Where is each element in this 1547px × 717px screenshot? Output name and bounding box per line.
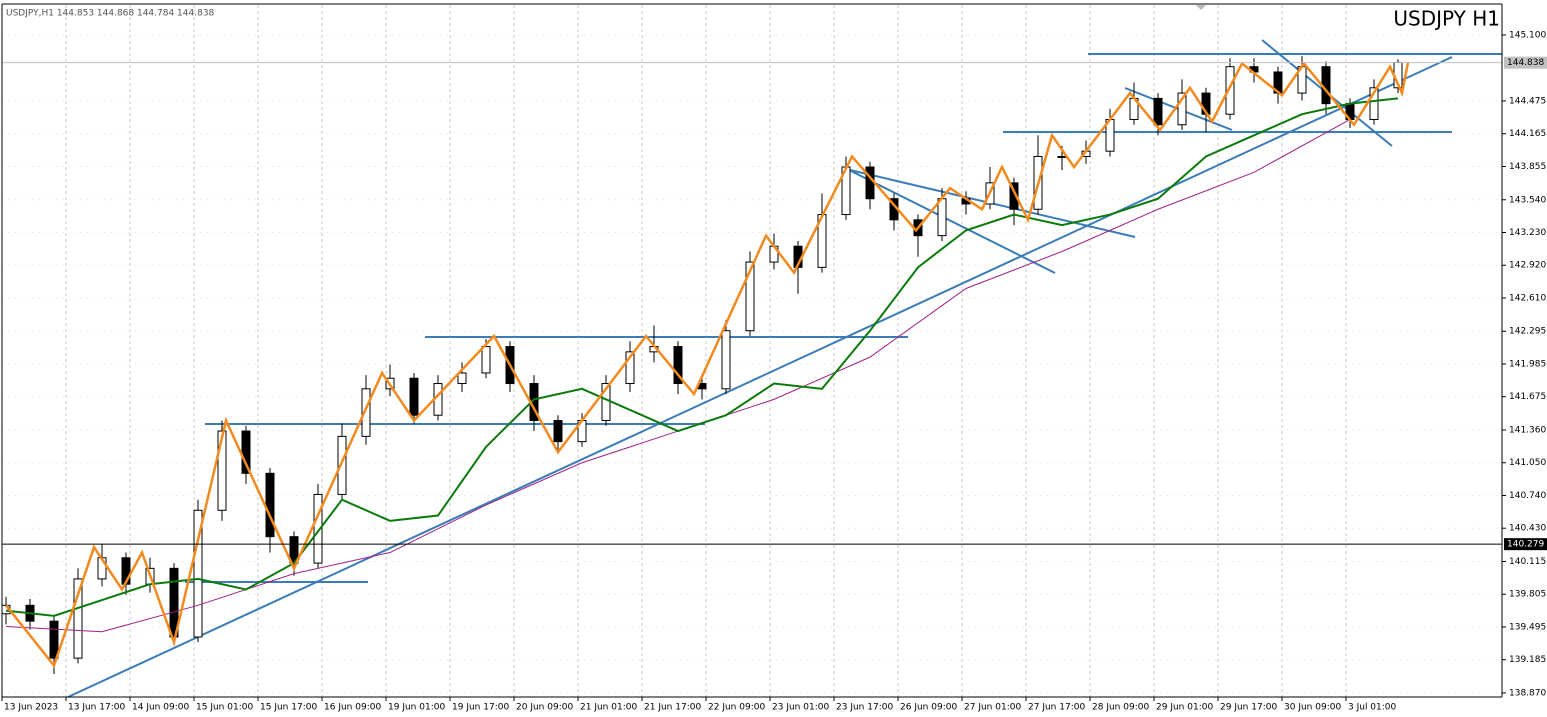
plot: [1, 56, 1502, 674]
candle-body: [73, 578, 83, 659]
y-tick-label: 141.050: [1509, 458, 1546, 468]
y-tick-label: 144.475: [1509, 97, 1546, 107]
candle-body: [721, 330, 731, 390]
shift-marker: [1196, 5, 1206, 10]
candle-body: [49, 620, 59, 659]
candle-body: [1369, 87, 1379, 120]
y-tick-label: 139.805: [1509, 590, 1546, 600]
candle-body: [217, 430, 227, 511]
candle-body: [457, 372, 467, 385]
x-tick-label: 15 Jun 01:00: [196, 703, 253, 713]
candle-body: [1225, 66, 1235, 115]
y-tick-label: 141.985: [1509, 359, 1546, 369]
x-tick-label: 19 Jun 01:00: [388, 703, 445, 713]
y-tick-label: 140.115: [1509, 557, 1546, 567]
y-tick-label: 139.495: [1509, 622, 1546, 632]
y-tick-label: 140.740: [1509, 491, 1546, 501]
x-tick-label: 23 Jun 01:00: [772, 703, 829, 713]
candle-body: [337, 435, 347, 495]
candle-body: [265, 472, 275, 538]
candle-body: [481, 346, 491, 374]
candle-body: [313, 493, 323, 564]
y-tick-label: 140.430: [1509, 524, 1546, 534]
x-tick-label: 15 Jun 17:00: [260, 703, 317, 713]
x-tick-label: 30 Jun 09:00: [1284, 703, 1341, 713]
y-tick-label: 142.610: [1509, 293, 1546, 303]
indicator-line: [5, 61, 1410, 669]
y-tick-label: 142.295: [1509, 327, 1546, 337]
x-tick-label: 20 Jun 09:00: [516, 703, 573, 713]
candle-body: [553, 419, 563, 443]
x-tick-label: 27 Jun 17:00: [1028, 703, 1085, 713]
chart-title: USDJPY H1: [1393, 7, 1500, 31]
y-tick-label: 141.675: [1509, 392, 1546, 402]
indicator-line: [5, 97, 1399, 617]
x-tick-label: 13 Jun 17:00: [68, 703, 125, 713]
y-tick-label: 141.360: [1509, 426, 1546, 436]
y-tick-label: 142.920: [1509, 261, 1546, 271]
y-tick-label: 143.540: [1509, 195, 1546, 205]
candle-body: [409, 377, 419, 416]
y-tick-label: 145.100: [1509, 30, 1546, 40]
x-tick-label: 14 Jun 09:00: [132, 703, 189, 713]
y-tick-label: 143.230: [1509, 228, 1546, 238]
candle-body: [193, 509, 203, 638]
candle-body: [937, 198, 947, 237]
price-label-box: [1504, 538, 1547, 551]
x-tick-label: 29 Jun 17:00: [1220, 703, 1277, 713]
candle-body: [361, 388, 371, 437]
x-tick-label: 3 Jul 01:00: [1348, 703, 1397, 713]
y-tick-label: 144.165: [1509, 129, 1546, 139]
price-label: 144.838: [1507, 58, 1544, 68]
x-tick-label: 19 Jun 17:00: [452, 703, 509, 713]
x-tick-label: 21 Jun 17:00: [644, 703, 701, 713]
x-tick-label: 22 Jun 09:00: [708, 703, 765, 713]
candle-body: [1009, 182, 1019, 210]
y-tick-label: 143.855: [1509, 162, 1546, 172]
candle-body: [1057, 155, 1067, 158]
x-tick-label: 27 Jun 01:00: [964, 703, 1021, 713]
x-tick-label: 28 Jun 09:00: [1092, 703, 1149, 713]
candle-body: [745, 261, 755, 332]
x-tick-label: 16 Jun 09:00: [324, 703, 381, 713]
candle-body: [865, 166, 875, 200]
trendline: [67, 56, 1453, 698]
trendline: [844, 167, 1056, 274]
candle-body: [625, 351, 635, 385]
candle-body: [1177, 92, 1187, 126]
y-tick-label: 138.870: [1509, 688, 1546, 698]
x-tick-label: 23 Jun 17:00: [836, 703, 893, 713]
y-tick-label: 139.185: [1509, 655, 1546, 665]
x-tick-label: 21 Jun 01:00: [580, 703, 637, 713]
symbol-info: USDJPY,H1 144.853 144.868 144.784 144.83…: [6, 9, 215, 19]
axes: 13 Jun 2023 13 Jun 17:00 14 Jun 09:00 15 Ju…: [1, 30, 1547, 713]
x-tick-label: 26 Jun 09:00: [900, 703, 957, 713]
candle-body: [241, 430, 251, 474]
candle-body: [1153, 97, 1163, 126]
x-tick-label: 29 Jun 01:00: [1156, 703, 1213, 713]
price-label: 140.279: [1507, 540, 1544, 550]
x-tick-label: 13 Jun 2023: [4, 703, 58, 713]
trendlines: [67, 39, 1502, 698]
grid: [1, 5, 1502, 697]
candle-body: [673, 346, 683, 385]
price-label-box: [1504, 56, 1547, 69]
